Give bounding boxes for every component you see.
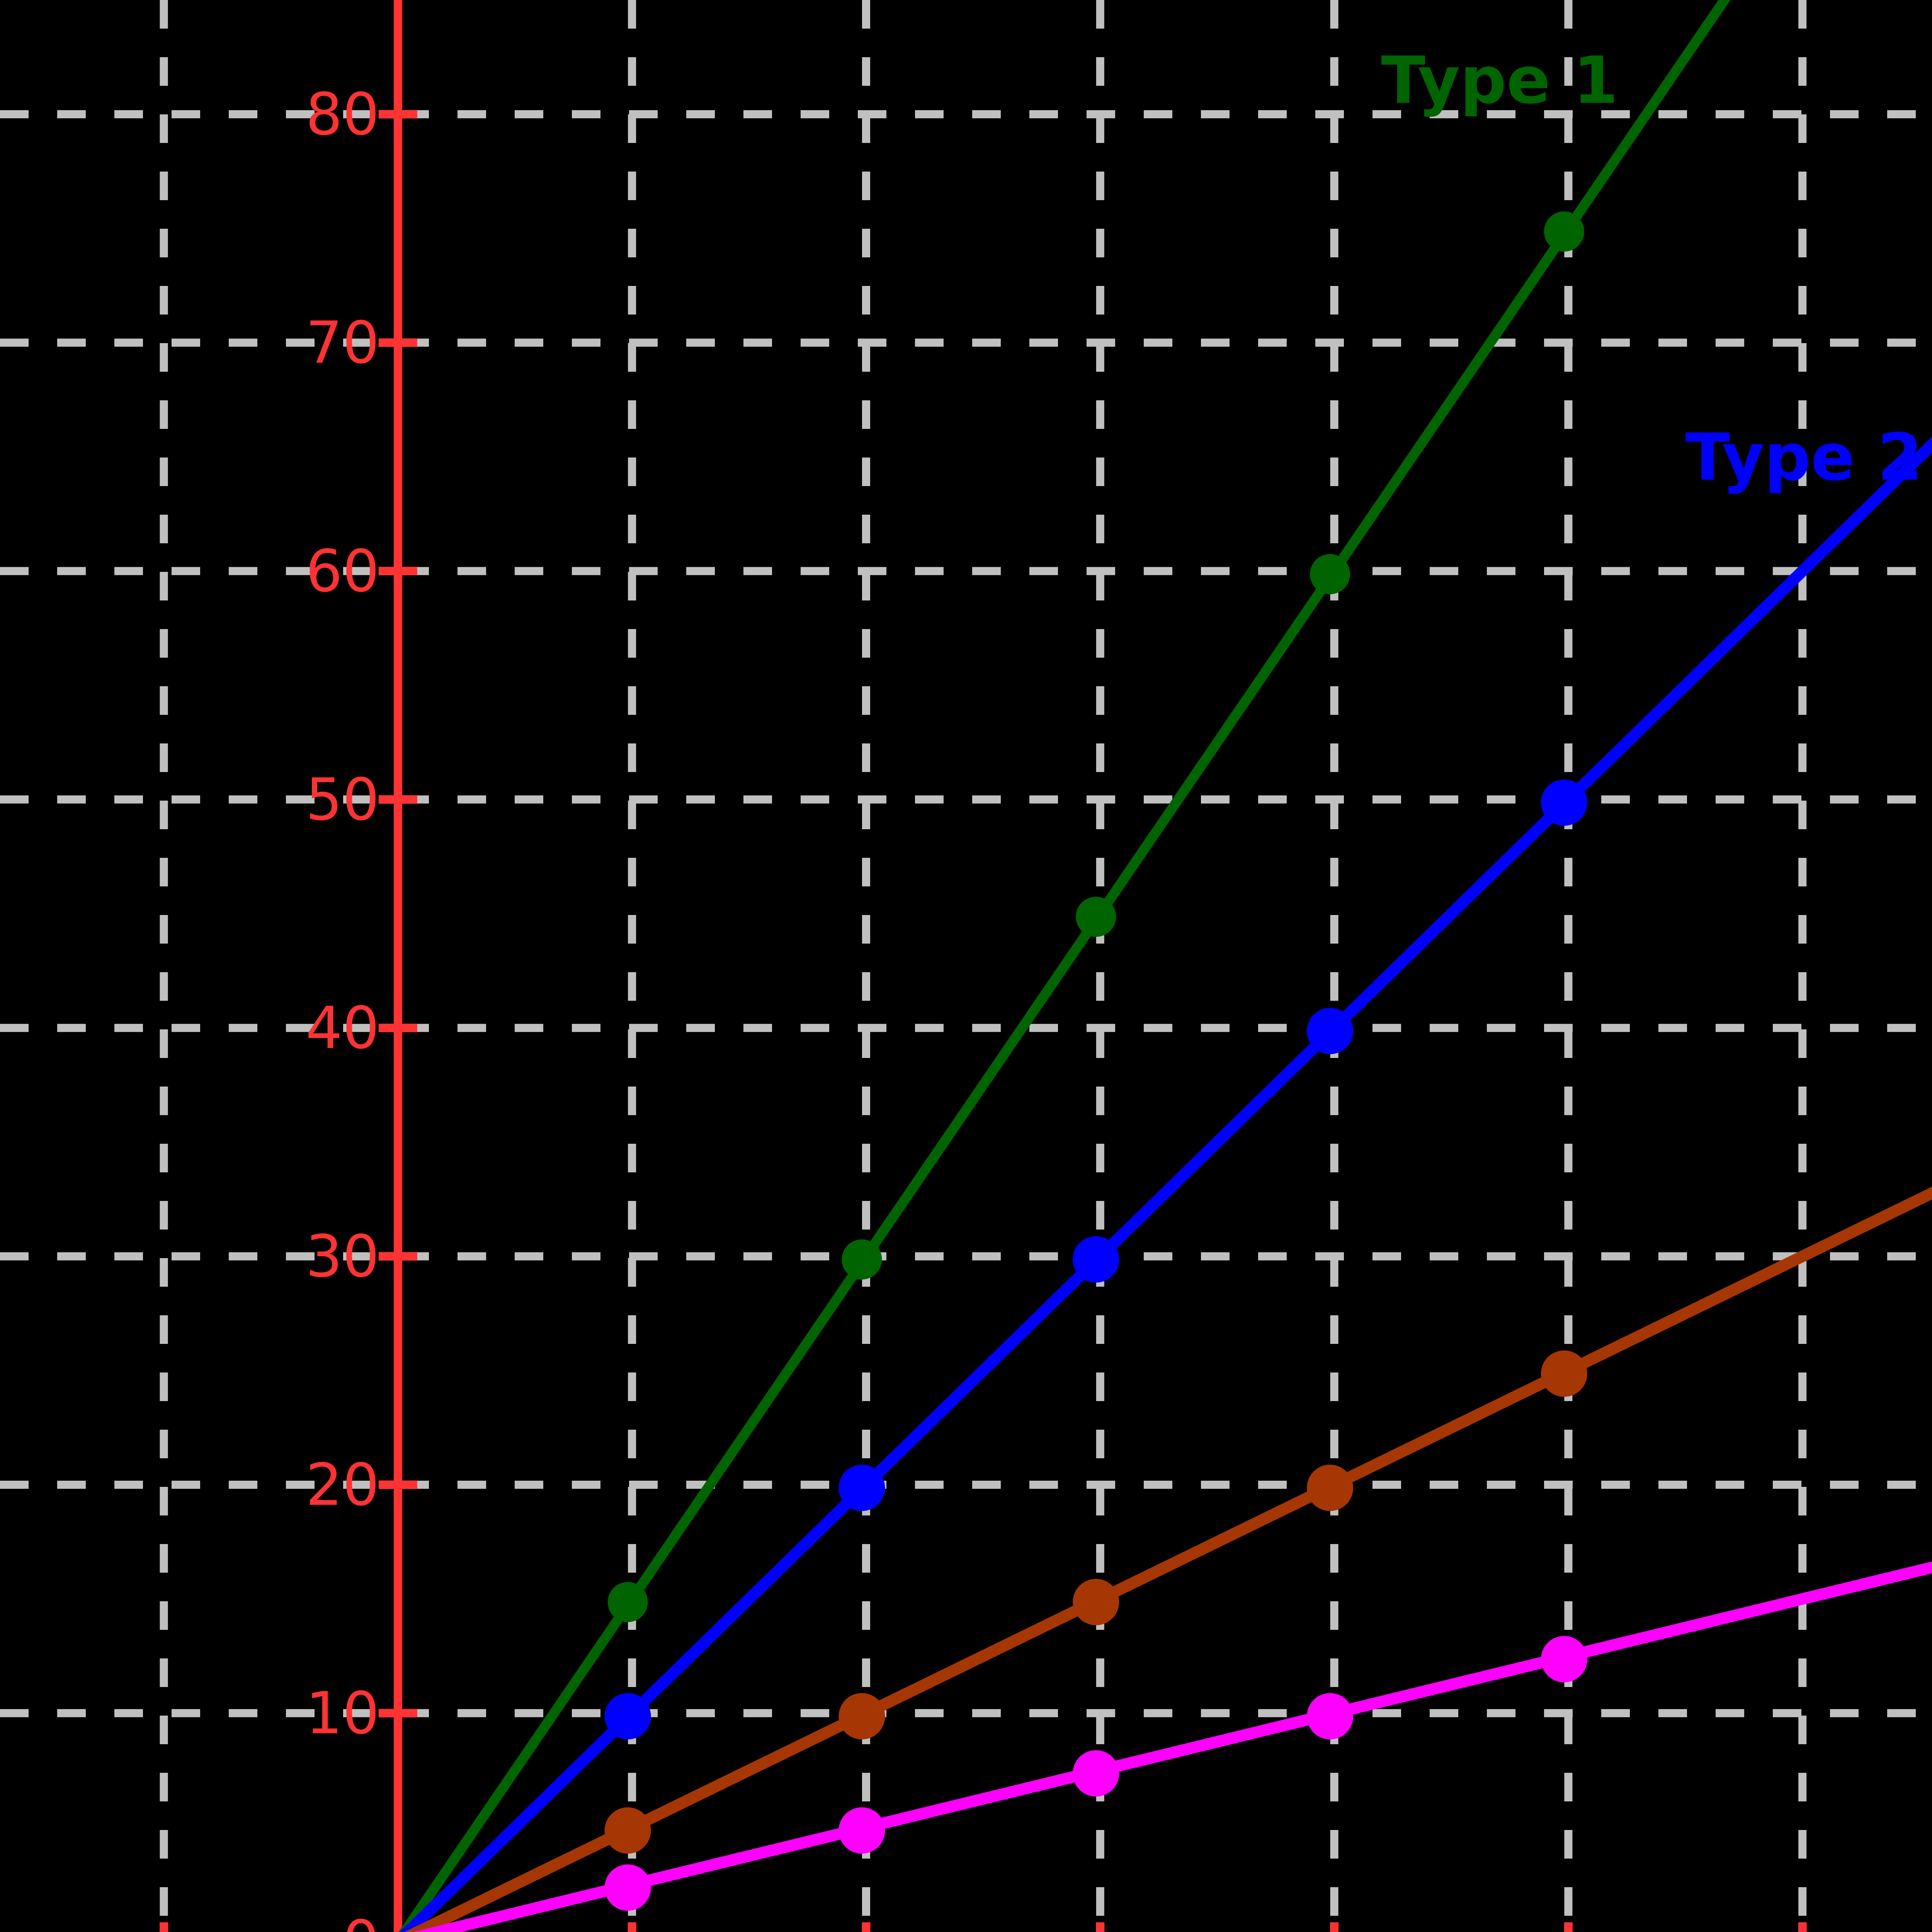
tick-marks-group: [160, 110, 1807, 1932]
data-point-marker: [1541, 1350, 1587, 1397]
data-point-marker: [1073, 1750, 1119, 1797]
data-point-marker: [1073, 1236, 1119, 1283]
y-tick-label: 70: [306, 310, 379, 377]
y-tick-labels-group: 0 10 20 30 40 50 60 70 80: [306, 81, 379, 1932]
data-point-marker: [838, 1693, 885, 1740]
data-point-marker: [607, 1582, 648, 1622]
data-point-marker: [1541, 779, 1587, 826]
data-point-marker: [838, 1807, 885, 1854]
data-point-marker: [604, 1864, 651, 1911]
data-point-marker: [1073, 1579, 1119, 1626]
y-tick-label: 0: [342, 1908, 379, 1932]
data-point-marker: [1076, 896, 1116, 937]
series-markers-group: [604, 211, 1587, 1911]
data-point-marker: [1307, 1008, 1354, 1054]
y-tick-label: 40: [306, 995, 379, 1062]
series-label-2: Type 2: [1685, 419, 1923, 495]
data-point-marker: [1541, 1636, 1587, 1682]
y-tick-label: 50: [306, 766, 379, 833]
data-point-marker: [1310, 554, 1350, 594]
series-label-1: Type 1: [1381, 43, 1618, 118]
data-point-marker: [1307, 1464, 1354, 1511]
data-point-marker: [604, 1693, 651, 1740]
y-tick-label: 20: [306, 1452, 379, 1519]
data-point-marker: [604, 1807, 651, 1854]
y-tick-label: 30: [306, 1223, 379, 1290]
data-point-marker: [842, 1239, 882, 1280]
y-tick-label: 80: [306, 81, 379, 148]
data-point-marker: [1307, 1693, 1354, 1740]
y-tick-label: 10: [306, 1680, 379, 1747]
data-point-marker: [1544, 211, 1584, 252]
horizontal-gridlines: [0, 110, 1932, 1718]
vertical-gridlines: [160, 0, 1807, 1932]
data-point-marker: [838, 1464, 885, 1511]
y-tick-label: 60: [306, 538, 379, 605]
